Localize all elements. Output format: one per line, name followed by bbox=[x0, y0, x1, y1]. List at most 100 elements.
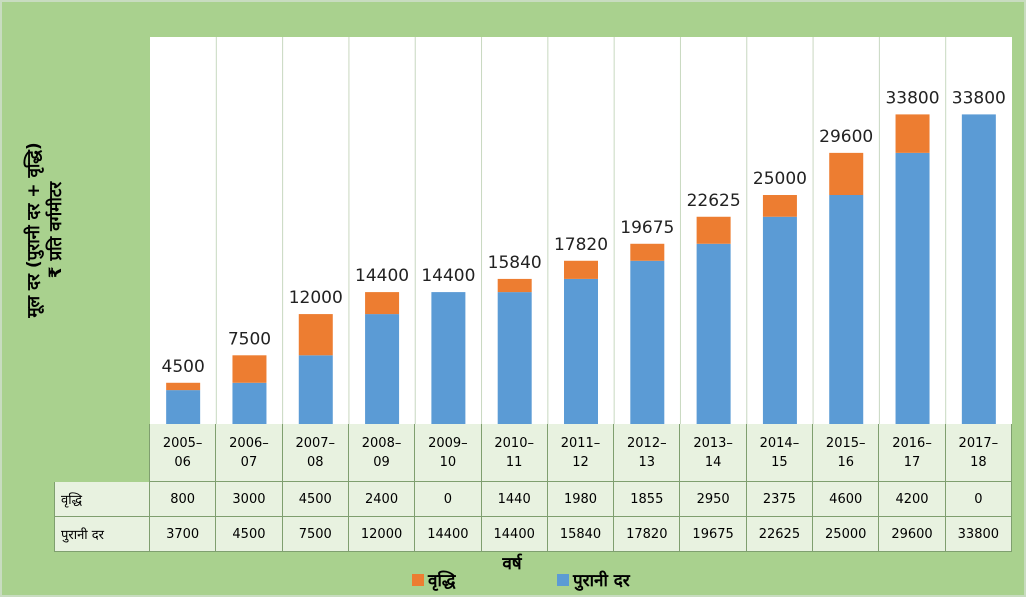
bar-segment bbox=[232, 382, 267, 424]
value-cell: 19675 bbox=[680, 517, 747, 552]
value-cell: 25000 bbox=[813, 517, 880, 552]
value-cell-text: 4200 bbox=[895, 491, 929, 507]
category-cell: 2006–07 bbox=[216, 424, 283, 482]
legend-swatch bbox=[412, 574, 424, 586]
value-cell-text: 12000 bbox=[360, 526, 403, 542]
value-cell-text: 7500 bbox=[298, 526, 332, 542]
value-cell: 3700 bbox=[150, 517, 217, 552]
value-cell: 4200 bbox=[879, 482, 946, 517]
value-cell-text: 1440 bbox=[497, 491, 531, 507]
category-cell-text: 2014–15 bbox=[759, 435, 800, 470]
category-cell: 2008–09 bbox=[348, 424, 416, 482]
bar-segment bbox=[497, 278, 532, 293]
bar-segment bbox=[232, 355, 267, 383]
x-axis-title: वर्ष bbox=[501, 553, 522, 574]
bar-segment bbox=[298, 355, 333, 424]
category-cell-text: 2010–11 bbox=[494, 435, 534, 470]
category-cell-text: 2016–17 bbox=[892, 435, 932, 470]
data-table: 2005–06 2006–07 2007–08 2008–09 2009–10 2010–… bbox=[54, 424, 1012, 552]
category-cell: 2015–16 bbox=[813, 424, 880, 482]
category-cell-text: 2013–14 bbox=[693, 435, 733, 470]
value-cell: 1980 bbox=[547, 482, 615, 517]
value-cell-text: 25000 bbox=[825, 526, 867, 542]
bar-segment bbox=[895, 114, 930, 153]
category-cell: 2014–15 bbox=[746, 424, 814, 482]
value-cell-text: 22625 bbox=[758, 526, 801, 542]
row-header-text: वृद्धि bbox=[61, 493, 82, 508]
total-label: 17820 bbox=[554, 235, 608, 255]
value-cell-text: 2400 bbox=[365, 491, 399, 507]
y-axis-title: ₹ प्रति वर्गमीटर bbox=[45, 181, 66, 279]
value-cell: 7500 bbox=[282, 517, 349, 552]
value-cell: 1440 bbox=[481, 482, 548, 517]
category-cell-text: 2007–08 bbox=[295, 435, 336, 470]
value-cell-text: 0 bbox=[443, 491, 453, 507]
value-cell-text: 19675 bbox=[692, 526, 734, 542]
bar-segment bbox=[829, 152, 864, 196]
bar-segment bbox=[630, 243, 665, 261]
bar-segment bbox=[762, 216, 797, 424]
value-cell: 22625 bbox=[746, 517, 814, 552]
total-label: 29600 bbox=[819, 127, 873, 147]
value-cell-text: 3000 bbox=[232, 491, 266, 507]
value-cell-text: 0 bbox=[974, 491, 983, 507]
value-cell: 2950 bbox=[680, 482, 747, 517]
value-cell: 4500 bbox=[282, 482, 349, 517]
value-cell: 29600 bbox=[879, 517, 946, 552]
total-label: 7500 bbox=[228, 329, 271, 349]
category-cell-text: 2012–13 bbox=[627, 435, 667, 470]
category-cell-text: 2011–12 bbox=[560, 435, 601, 470]
bar-segment bbox=[829, 195, 864, 424]
category-cell-text: 2008–09 bbox=[361, 435, 402, 470]
value-cell: 4500 bbox=[216, 517, 283, 552]
category-cell: 2007–08 bbox=[282, 424, 349, 482]
value-cell: 0 bbox=[945, 482, 1012, 517]
value-cell-text: 3700 bbox=[166, 526, 200, 542]
value-cell-text: 29600 bbox=[891, 526, 933, 542]
bar-segment bbox=[365, 314, 400, 424]
legend-swatch bbox=[557, 574, 569, 586]
value-cell: 2400 bbox=[348, 482, 416, 517]
total-label: 25000 bbox=[753, 169, 807, 189]
bar-segment bbox=[630, 260, 665, 424]
value-cell-text: 15840 bbox=[559, 526, 602, 542]
value-cell: 2375 bbox=[746, 482, 814, 517]
value-cell: 12000 bbox=[348, 517, 416, 552]
bar-segment bbox=[895, 152, 930, 424]
category-cell: 2016–17 bbox=[879, 424, 946, 482]
bar-segment bbox=[166, 390, 201, 424]
total-label: 22625 bbox=[687, 191, 741, 211]
value-cell-text: 14400 bbox=[427, 526, 469, 542]
value-cell-text: 2375 bbox=[762, 491, 796, 507]
value-cell-text: 4600 bbox=[829, 491, 863, 507]
bar-segment bbox=[298, 314, 333, 356]
value-cell-text: 1855 bbox=[630, 491, 664, 507]
total-label: 33800 bbox=[885, 88, 939, 108]
total-label: 4500 bbox=[162, 357, 205, 377]
value-cell: 800 bbox=[150, 482, 217, 517]
value-cell: 14400 bbox=[415, 517, 482, 552]
row-header-text: पुरानी दर bbox=[61, 528, 105, 543]
value-cell-text: 2950 bbox=[696, 491, 730, 507]
category-cell-text: 2009–10 bbox=[428, 435, 468, 470]
category-cell: 2010–11 bbox=[481, 424, 548, 482]
category-cell-text: 2005–06 bbox=[162, 435, 203, 470]
total-label: 33800 bbox=[952, 88, 1006, 108]
bar-segment bbox=[564, 260, 598, 279]
row-header: वृद्धि bbox=[54, 482, 150, 517]
category-cell-text: 2006–07 bbox=[229, 435, 269, 470]
table-corner bbox=[54, 424, 150, 482]
bar-segment bbox=[564, 278, 598, 424]
bar-segment bbox=[497, 292, 532, 424]
bar-segment bbox=[365, 292, 400, 315]
value-cell-text: 14400 bbox=[493, 526, 535, 542]
bar-segment bbox=[696, 216, 731, 244]
value-cell: 1855 bbox=[614, 482, 681, 517]
legend-label: वृद्धि bbox=[427, 570, 457, 591]
value-cell-text: 33800 bbox=[957, 526, 1000, 542]
value-cell: 4600 bbox=[813, 482, 880, 517]
category-cell: 2013–14 bbox=[680, 424, 747, 482]
legend-label: पुरानी दर bbox=[572, 570, 631, 591]
value-cell-text: 4500 bbox=[298, 491, 332, 507]
